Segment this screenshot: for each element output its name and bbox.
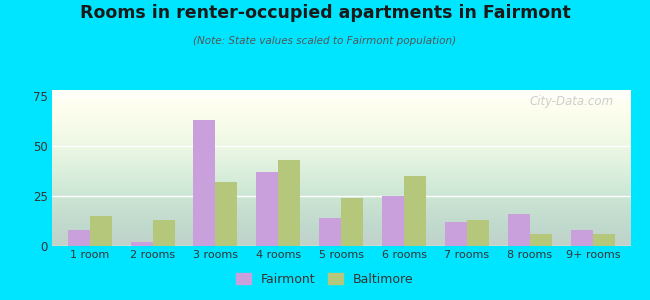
Bar — [153, 220, 175, 246]
Bar — [382, 196, 404, 246]
Bar — [530, 234, 552, 246]
Text: Rooms in renter-occupied apartments in Fairmont: Rooms in renter-occupied apartments in F… — [79, 4, 571, 22]
Bar — [278, 160, 300, 246]
Bar — [131, 242, 153, 246]
Bar — [508, 214, 530, 246]
Text: City-Data.com: City-Data.com — [529, 95, 613, 108]
Bar — [319, 218, 341, 246]
Bar — [216, 182, 237, 246]
Bar — [68, 230, 90, 246]
Text: (Note: State values scaled to Fairmont population): (Note: State values scaled to Fairmont p… — [194, 36, 456, 46]
Bar — [90, 216, 112, 246]
Bar — [571, 230, 593, 246]
Bar — [341, 198, 363, 246]
Legend: Fairmont, Baltimore: Fairmont, Baltimore — [231, 268, 419, 291]
Bar — [194, 120, 216, 246]
Bar — [256, 172, 278, 246]
Bar — [404, 176, 426, 246]
Bar — [467, 220, 489, 246]
Bar — [593, 234, 615, 246]
Bar — [445, 222, 467, 246]
